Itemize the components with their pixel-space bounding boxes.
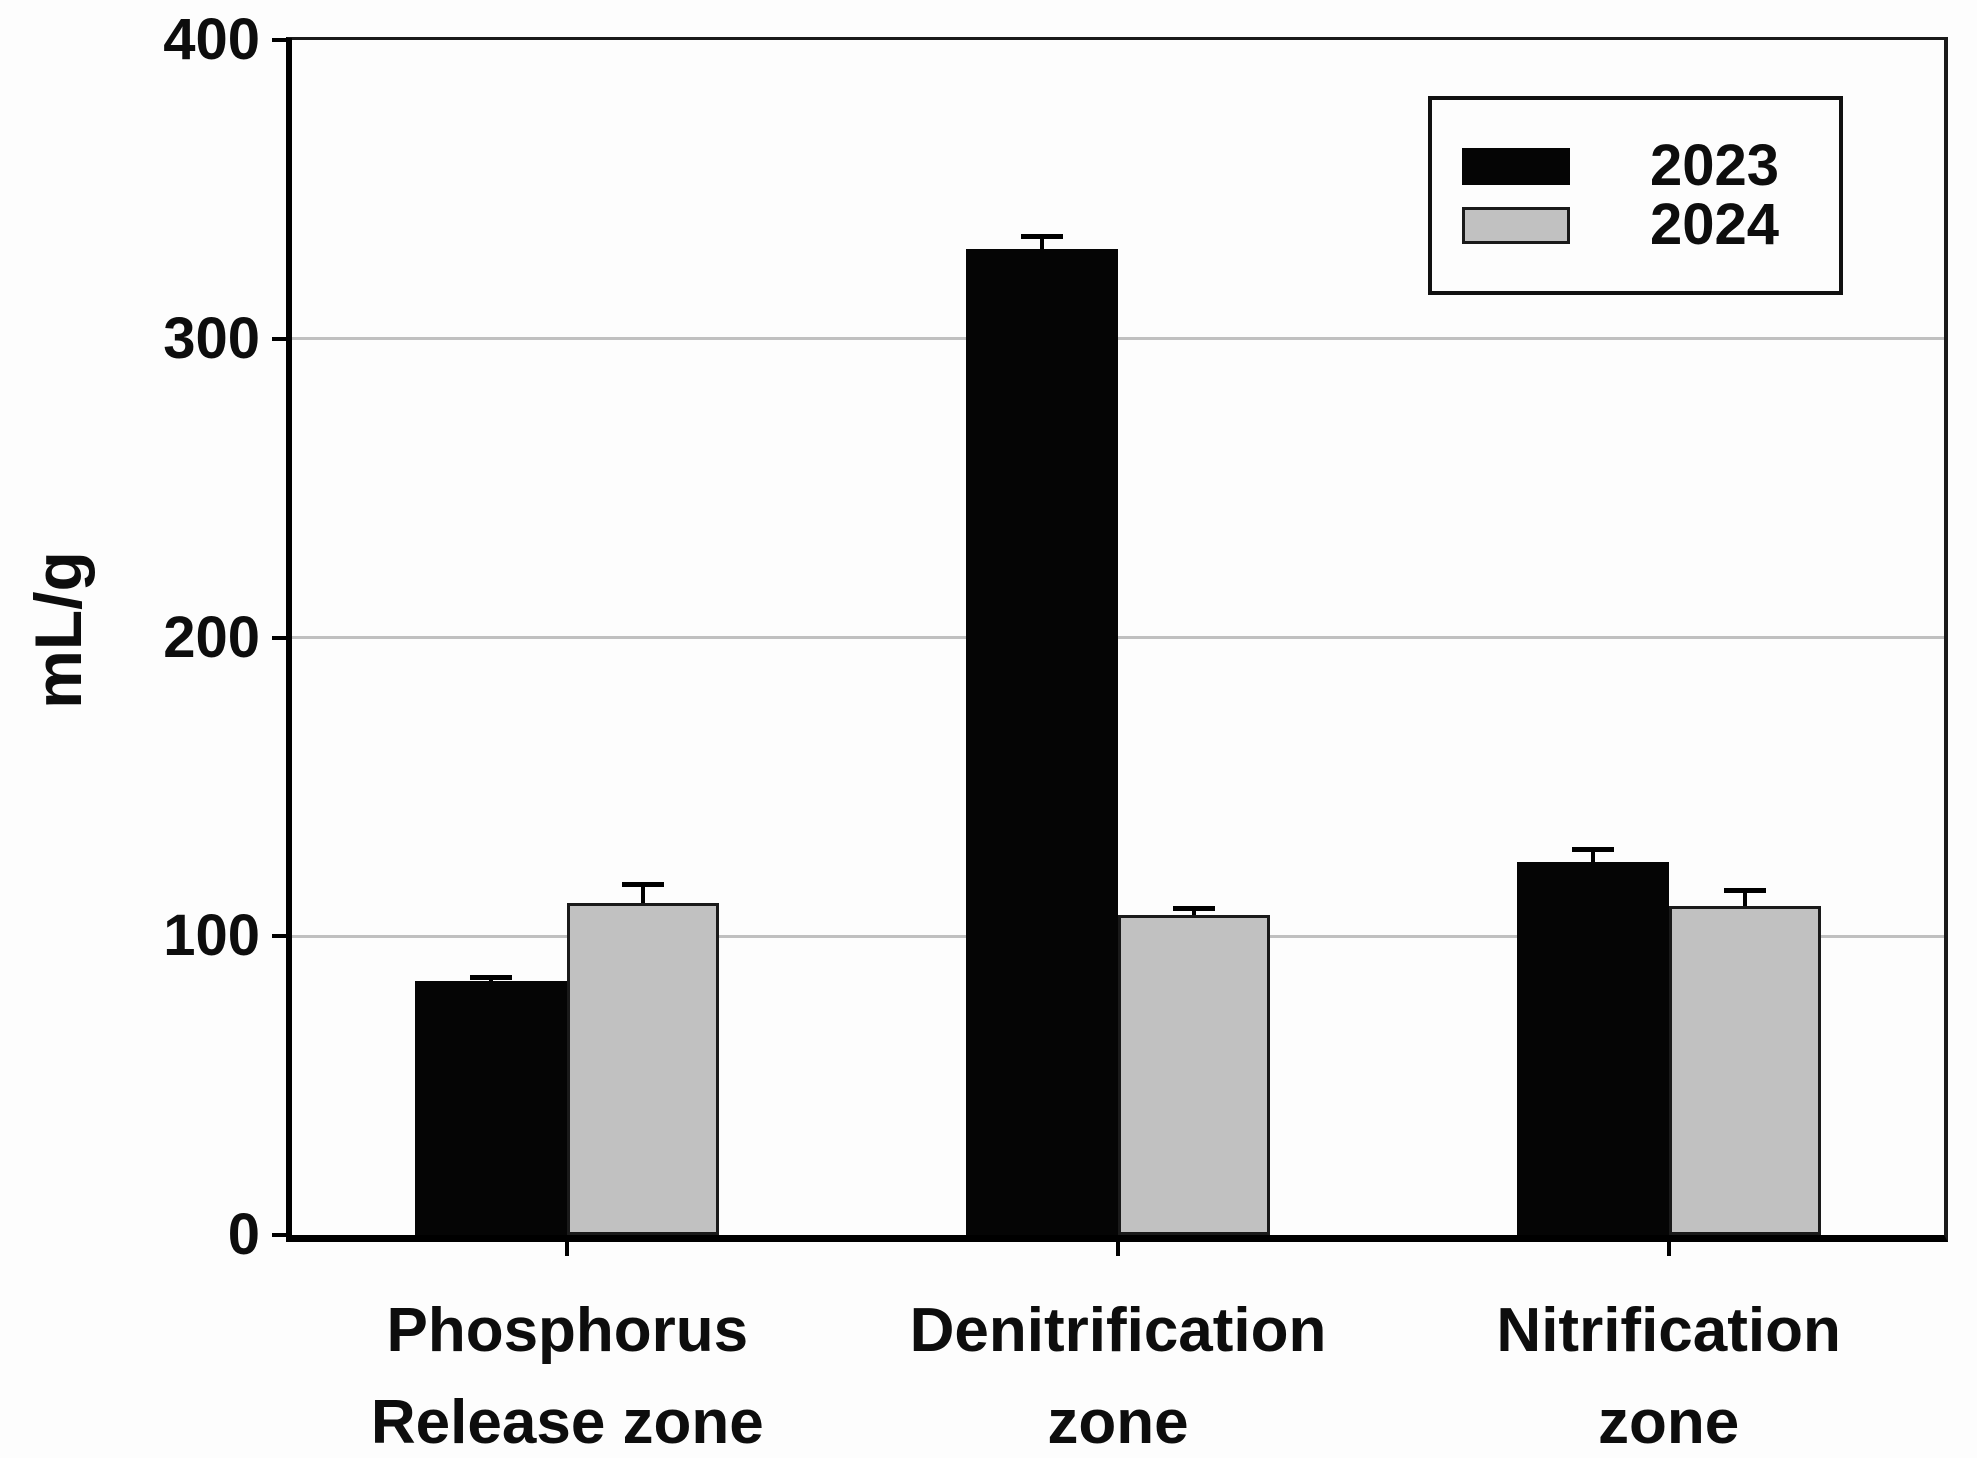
error-bar-2023-1 [1021,234,1063,250]
x-category-label-line: Release zone [370,1388,764,1457]
error-bar-cap [1571,846,1614,852]
bar-2023-nitrification-zone [1516,861,1669,1235]
y-tick-400 [272,38,292,42]
legend-swatch-2024-icon [1462,206,1570,244]
error-bar-stem [1590,846,1595,862]
error-bar-cap [622,882,665,888]
x-category-label-1: Denitrification zone [910,1285,1327,1458]
plot-area [286,37,1948,1242]
error-bar-stem [1742,888,1747,907]
plot-inner [292,40,1944,1235]
x-category-label-line: zone [1047,1388,1189,1457]
x-category-label-line: Nitrification [1496,1296,1841,1365]
legend-swatch-2023-icon [1462,147,1570,185]
gridline-300 [292,337,1944,341]
y-tick-100 [272,934,292,939]
bar-2024-nitrification-zone [1668,906,1821,1235]
error-bar-cap [1173,906,1215,912]
y-tick-label-200: 200 [163,604,260,670]
error-bar-2024-0 [622,882,665,904]
error-bar-stem [641,882,646,904]
legend-label-2023: 2023 [1650,133,1780,198]
bar-2023-phosphorus-release-zone [415,981,568,1235]
x-category-label-line: Phosphorus [386,1296,749,1365]
x-category-label-line: Denitrification [909,1296,1327,1365]
legend-label-2024: 2024 [1650,192,1780,257]
y-tick-300 [272,336,292,341]
y-tick-200 [272,635,292,640]
error-bar-cap [1021,234,1063,240]
error-bar-2024-1 [1173,906,1215,916]
x-tick-2 [1666,1242,1671,1256]
y-tick-0 [272,1233,292,1237]
error-bar-2023-0 [470,975,513,982]
error-bar-cap [470,975,513,981]
bar-2023-denitrification-zone [966,249,1118,1235]
x-category-label-2: Nitrification zone [1496,1285,1840,1458]
bar-2024-denitrification-zone [1118,915,1270,1235]
x-category-label-line: zone [1598,1388,1740,1457]
y-tick-label-400: 400 [163,7,260,72]
legend-item-2024: 2024 [1432,196,1839,255]
error-bar-cap [1723,888,1766,894]
legend: 2023 2024 [1428,96,1843,295]
x-tick-1 [1116,1242,1120,1256]
bar-2024-phosphorus-release-zone [567,903,720,1235]
error-bar-2024-2 [1723,888,1766,907]
y-tick-label-100: 100 [163,903,260,969]
error-bar-2023-2 [1571,846,1614,862]
y-tick-label-0: 0 [227,1202,260,1267]
x-category-label-0: Phosphorus Release zone [371,1285,764,1458]
error-bar-stem [1040,234,1044,250]
gridline-200 [292,636,1944,639]
x-tick-0 [565,1242,570,1256]
legend-item-2023: 2023 [1432,137,1839,196]
y-tick-label-300: 300 [163,305,260,371]
